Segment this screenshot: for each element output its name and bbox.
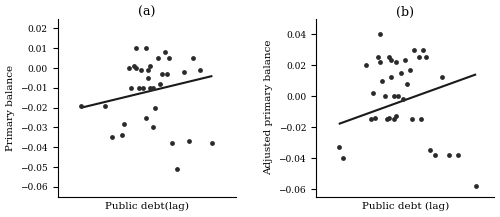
Point — [422, 56, 430, 59]
Point — [125, 66, 133, 70]
Y-axis label: Adjusted primary balance: Adjusted primary balance — [264, 40, 273, 175]
Point — [410, 48, 418, 51]
Point — [118, 134, 126, 137]
Point — [340, 156, 347, 160]
Point — [472, 184, 480, 188]
Point — [385, 116, 393, 120]
Point — [415, 56, 423, 59]
Point — [376, 32, 384, 36]
Point — [156, 82, 164, 86]
Point — [208, 141, 216, 145]
Point — [385, 56, 393, 59]
Point — [146, 86, 154, 90]
Point — [401, 59, 409, 62]
X-axis label: Public debt(lag): Public debt(lag) — [105, 202, 189, 211]
Point — [190, 56, 198, 60]
Point — [149, 86, 157, 90]
Point — [438, 76, 446, 79]
Point — [388, 59, 396, 62]
Point — [374, 56, 382, 59]
Point — [383, 118, 391, 121]
Title: (a): (a) — [138, 6, 156, 19]
Point — [196, 68, 204, 72]
Point — [372, 116, 380, 120]
Point — [380, 94, 388, 98]
Point — [367, 118, 375, 121]
Point — [132, 46, 140, 50]
Point — [396, 71, 404, 74]
Point — [172, 167, 180, 171]
Point — [392, 60, 400, 64]
Point — [108, 136, 116, 139]
Point — [101, 104, 109, 107]
Point — [431, 153, 439, 157]
Point — [388, 76, 396, 79]
Point — [378, 79, 386, 82]
Point — [362, 63, 370, 67]
Point — [417, 118, 425, 121]
Point — [390, 94, 398, 98]
Point — [154, 56, 162, 60]
Point — [151, 106, 159, 109]
Point — [142, 116, 150, 119]
Point — [390, 118, 398, 121]
Point — [166, 56, 173, 60]
Point — [120, 122, 128, 125]
Point — [376, 60, 384, 64]
Point — [394, 94, 402, 98]
Point — [78, 104, 86, 107]
Point — [408, 118, 416, 121]
Point — [406, 68, 413, 71]
Point — [420, 48, 428, 51]
Point — [130, 64, 138, 68]
Point — [149, 126, 157, 129]
Point — [369, 91, 377, 95]
Point — [146, 64, 154, 68]
Point — [180, 70, 188, 74]
Point — [140, 86, 147, 90]
Point — [168, 141, 176, 145]
Point — [134, 86, 142, 90]
Point — [158, 72, 166, 76]
Title: (b): (b) — [396, 6, 414, 19]
Point — [132, 66, 140, 70]
Point — [144, 68, 152, 72]
X-axis label: Public debt (lag): Public debt (lag) — [362, 202, 449, 211]
Y-axis label: Primary balance: Primary balance — [6, 65, 15, 151]
Point — [444, 153, 452, 157]
Point — [128, 86, 136, 90]
Point — [160, 51, 168, 54]
Point — [142, 46, 150, 50]
Point — [404, 82, 411, 85]
Point — [426, 149, 434, 152]
Point — [184, 140, 192, 143]
Point — [392, 114, 400, 118]
Point — [335, 145, 343, 149]
Point — [137, 68, 145, 72]
Point — [144, 76, 152, 80]
Point — [399, 97, 407, 101]
Point — [163, 72, 171, 76]
Point — [454, 153, 462, 157]
